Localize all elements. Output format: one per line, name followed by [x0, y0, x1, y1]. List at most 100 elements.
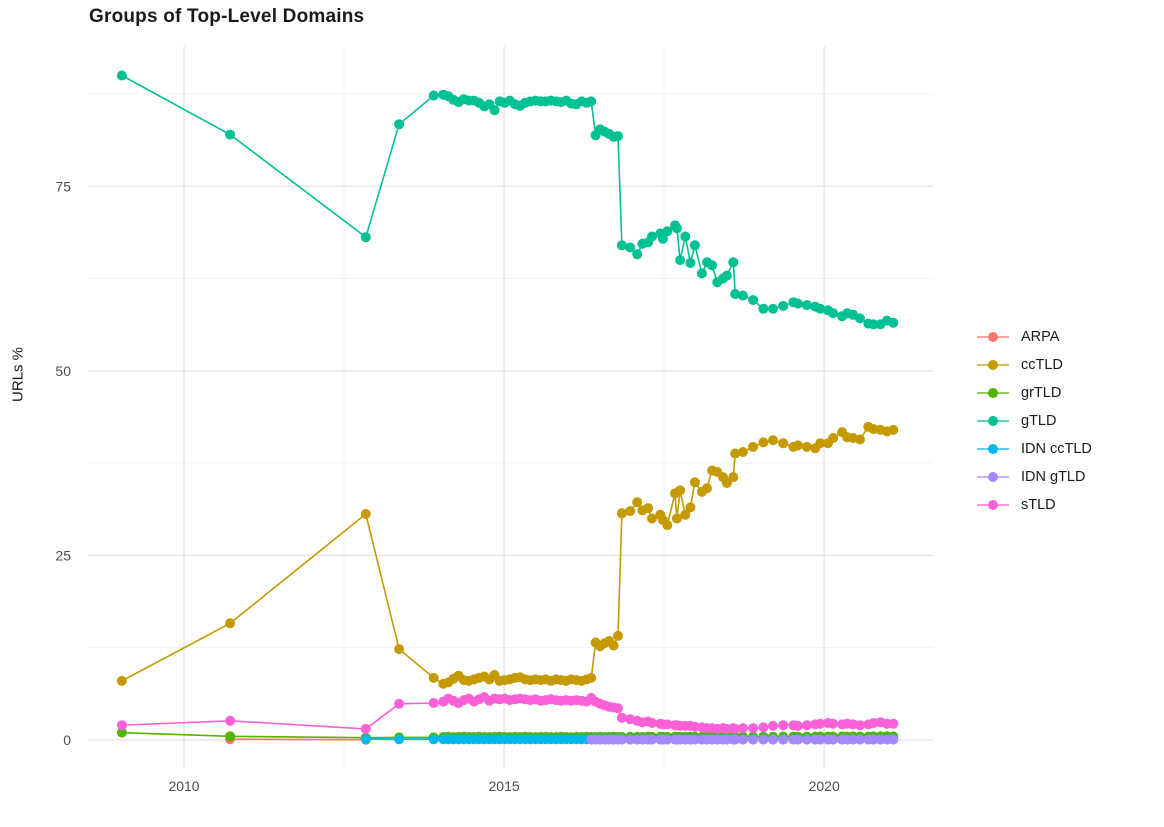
data-point	[616, 734, 627, 745]
data-point	[613, 630, 623, 641]
data-point	[394, 698, 405, 709]
y-axis-tick-label: 75	[55, 178, 71, 194]
data-point	[671, 223, 682, 234]
data-point	[225, 731, 236, 742]
legend-item-label: IDN ccTLD	[1021, 441, 1092, 457]
x-axis-tick-label: 2010	[168, 778, 199, 794]
data-point	[647, 513, 657, 524]
cctld-color-key-icon	[977, 358, 1009, 372]
series-stld	[116, 692, 899, 734]
data-point	[613, 131, 623, 142]
data-point	[116, 70, 127, 81]
data-point	[586, 96, 597, 107]
data-point	[792, 734, 803, 745]
data-point	[721, 270, 732, 281]
data-point	[828, 308, 839, 319]
series-line	[121, 74, 894, 326]
data-point	[801, 734, 812, 745]
series-gtld	[116, 70, 899, 330]
data-point	[586, 672, 597, 683]
data-point	[702, 483, 712, 494]
data-point	[848, 734, 858, 745]
data-point	[748, 734, 759, 745]
data-point	[360, 734, 371, 745]
data-point	[608, 640, 619, 651]
data-point	[888, 718, 899, 729]
grtld-color-key-icon	[977, 386, 1009, 400]
data-point	[801, 720, 812, 731]
data-point	[613, 703, 623, 714]
data-point	[696, 268, 707, 279]
data-point	[737, 447, 748, 457]
data-point	[116, 727, 127, 738]
data-point	[801, 441, 812, 452]
legend-item-arpa: ARPA	[977, 323, 1092, 351]
data-point	[428, 90, 439, 101]
data-point	[625, 506, 636, 517]
data-point	[675, 485, 686, 496]
data-point	[225, 129, 236, 140]
data-point	[685, 502, 696, 513]
y-axis-tick-label: 25	[55, 547, 71, 563]
x-axis-tick-label: 2015	[489, 778, 520, 794]
data-point	[815, 438, 826, 449]
data-point	[116, 675, 127, 686]
legend-item-grtld: grTLD	[977, 379, 1092, 407]
data-point	[680, 231, 691, 242]
data-point	[828, 433, 839, 443]
legend-item-label: sTLD	[1021, 497, 1056, 513]
y-axis-tick-label: 50	[55, 363, 71, 379]
data-point	[778, 300, 789, 311]
data-point	[778, 438, 789, 449]
data-point	[662, 226, 673, 237]
data-point	[758, 734, 769, 745]
data-point	[489, 105, 500, 116]
data-point	[855, 720, 865, 731]
data-point	[643, 503, 654, 514]
data-point	[778, 734, 789, 745]
data-point	[768, 734, 778, 745]
data-point	[828, 718, 839, 729]
data-point	[360, 509, 371, 519]
data-point	[815, 734, 826, 745]
data-point	[758, 722, 769, 733]
data-point	[815, 303, 826, 314]
data-point	[768, 435, 778, 446]
data-point	[689, 477, 700, 488]
legend-item-gtld: gTLD	[977, 407, 1092, 435]
data-point	[888, 317, 899, 328]
data-point	[737, 723, 748, 734]
gtld-color-key-icon	[977, 414, 1009, 428]
data-point	[647, 231, 657, 242]
data-point	[728, 257, 739, 268]
x-axis-tick-label: 2020	[809, 778, 840, 794]
data-point	[730, 734, 741, 745]
data-point	[748, 723, 759, 734]
data-point	[671, 513, 682, 524]
data-point	[616, 712, 627, 723]
data-point	[394, 644, 405, 655]
series-cctld	[116, 421, 899, 689]
legend-item-label: ccTLD	[1021, 357, 1063, 373]
data-point	[768, 720, 778, 731]
stld-color-key-icon	[977, 498, 1009, 512]
data-point	[868, 734, 879, 745]
gridlines	[88, 46, 933, 768]
data-point	[748, 295, 759, 305]
data-point	[728, 472, 739, 483]
data-point	[685, 258, 696, 268]
data-point	[730, 289, 741, 299]
data-point	[792, 720, 803, 731]
data-point	[689, 734, 700, 745]
data-point	[730, 723, 741, 734]
legend-item-label: grTLD	[1021, 385, 1062, 401]
legend-item-label: ARPA	[1021, 329, 1060, 345]
data-point	[647, 734, 657, 745]
data-point	[662, 719, 673, 730]
data-point	[855, 434, 865, 445]
data-point	[778, 720, 789, 731]
data-point	[662, 734, 673, 745]
legend-item-label: gTLD	[1021, 413, 1057, 429]
